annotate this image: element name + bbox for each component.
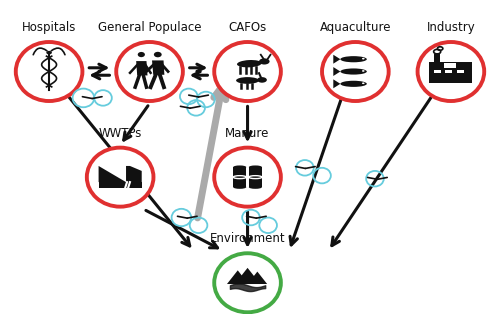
Ellipse shape bbox=[340, 56, 367, 62]
Polygon shape bbox=[446, 70, 452, 73]
Polygon shape bbox=[334, 67, 340, 76]
Ellipse shape bbox=[362, 70, 364, 72]
Ellipse shape bbox=[214, 253, 281, 312]
Ellipse shape bbox=[46, 51, 52, 55]
Polygon shape bbox=[430, 61, 472, 68]
Ellipse shape bbox=[257, 77, 267, 83]
Ellipse shape bbox=[340, 68, 367, 74]
Ellipse shape bbox=[233, 165, 246, 169]
Ellipse shape bbox=[154, 52, 162, 57]
Ellipse shape bbox=[418, 42, 484, 101]
Ellipse shape bbox=[16, 42, 82, 101]
Polygon shape bbox=[126, 166, 142, 182]
Polygon shape bbox=[434, 54, 440, 61]
Polygon shape bbox=[152, 61, 164, 75]
Ellipse shape bbox=[214, 148, 281, 207]
Ellipse shape bbox=[259, 58, 270, 65]
Ellipse shape bbox=[249, 185, 262, 189]
Ellipse shape bbox=[322, 42, 388, 101]
Text: Industry: Industry bbox=[426, 21, 476, 34]
Ellipse shape bbox=[138, 52, 145, 57]
Ellipse shape bbox=[237, 60, 262, 68]
Polygon shape bbox=[235, 268, 260, 284]
Polygon shape bbox=[248, 272, 267, 284]
Polygon shape bbox=[233, 167, 246, 187]
Ellipse shape bbox=[362, 82, 364, 84]
Text: Manure: Manure bbox=[226, 127, 270, 140]
Polygon shape bbox=[227, 270, 248, 284]
Text: Hospitals: Hospitals bbox=[22, 21, 76, 34]
Text: Environment: Environment bbox=[210, 232, 286, 245]
Polygon shape bbox=[249, 167, 262, 187]
Polygon shape bbox=[457, 70, 464, 73]
Ellipse shape bbox=[236, 77, 259, 84]
Text: WWTPs: WWTPs bbox=[98, 127, 142, 140]
Text: Aquaculture: Aquaculture bbox=[320, 21, 391, 34]
Polygon shape bbox=[98, 182, 142, 188]
Polygon shape bbox=[334, 55, 340, 64]
Polygon shape bbox=[98, 166, 126, 182]
Ellipse shape bbox=[214, 42, 281, 101]
Text: CAFOs: CAFOs bbox=[228, 21, 266, 34]
Ellipse shape bbox=[249, 165, 262, 169]
Ellipse shape bbox=[233, 185, 246, 189]
Ellipse shape bbox=[87, 148, 154, 207]
Ellipse shape bbox=[362, 58, 364, 60]
Polygon shape bbox=[136, 61, 147, 75]
Polygon shape bbox=[430, 68, 472, 83]
Polygon shape bbox=[434, 70, 440, 73]
Text: General Populace: General Populace bbox=[98, 21, 202, 34]
Polygon shape bbox=[334, 79, 340, 88]
Ellipse shape bbox=[116, 42, 183, 101]
Ellipse shape bbox=[340, 81, 367, 87]
